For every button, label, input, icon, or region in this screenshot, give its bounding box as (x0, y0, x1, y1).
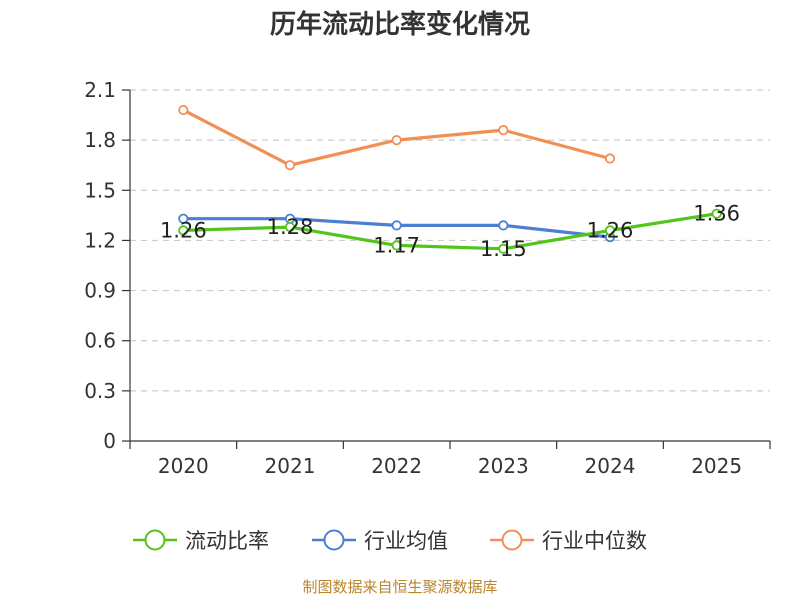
series-1-point-0 (178, 213, 189, 224)
y-tick-label-7: 2.1 (84, 78, 116, 102)
series-2-point-0 (178, 104, 189, 116)
legend-item-2[interactable]: 行业中位数 (490, 529, 647, 553)
series-2-point-2 (391, 135, 402, 146)
legend-marker-0 (144, 529, 166, 551)
y-tick-label-5: 1.5 (84, 178, 116, 202)
series-0-point-0 (178, 225, 189, 236)
source-note: 制图数据来自恒生聚源数据库 (302, 578, 497, 596)
data-label-3: 1.15 (480, 237, 527, 261)
series-lines (178, 104, 722, 254)
data-label-5: 1.36 (693, 202, 740, 226)
data-label-2: 1.17 (373, 233, 420, 257)
x-tick-label-0: 2020 (158, 454, 209, 478)
series-0-point-3 (498, 243, 509, 254)
legend-label-0: 流动比率 (185, 529, 269, 553)
series-2-point-4 (604, 153, 616, 164)
x-tick-label-2: 2022 (371, 454, 422, 478)
legend-marker-2 (501, 529, 523, 551)
y-tick-label-4: 1.2 (84, 228, 116, 252)
data-label-1: 1.28 (267, 215, 314, 239)
x-tick-label-1: 2021 (265, 454, 316, 478)
series-line-0 (181, 212, 719, 251)
chart-title: 历年流动比率变化情况 (270, 9, 530, 40)
grid-lines (130, 89, 770, 392)
axes: 0 0.3 0.6 0.9 1.2 1.5 1.8 2.1 2020 2021 2022 2023 20… (84, 78, 771, 478)
series-0-point-4 (604, 225, 616, 236)
data-label-4: 1.26 (587, 218, 634, 242)
data-label-0: 1.26 (160, 218, 207, 242)
y-tick-label-2: 0.6 (84, 329, 116, 353)
legend-item-1[interactable]: 行业均值 (312, 529, 448, 553)
legend-label-1: 行业均值 (364, 529, 448, 553)
y-tick-label-0: 0 (103, 429, 116, 453)
series-0-point-5 (711, 208, 722, 219)
series-2-point-1 (284, 160, 296, 171)
y-tick-label-1: 0.3 (84, 379, 116, 403)
series-0-point-2 (391, 240, 402, 251)
x-tick-label-3: 2023 (478, 454, 529, 478)
data-labels: 1.26 1.28 1.17 1.15 1.26 1.36 (160, 202, 740, 261)
legend[interactable]: 流动比率 行业均值 行业中位数 (133, 529, 647, 553)
legend-item-0[interactable]: 流动比率 (133, 529, 269, 553)
series-2-point-3 (498, 125, 509, 136)
x-tick-label-5: 2025 (691, 454, 742, 478)
legend-marker-1 (323, 529, 345, 551)
y-tick-label-6: 1.8 (84, 128, 116, 152)
series-1-point-3 (498, 220, 509, 231)
series-0-point-1 (284, 221, 296, 233)
x-tick-label-4: 2024 (585, 454, 636, 478)
y-tick-label-3: 0.9 (84, 279, 116, 303)
legend-label-2: 行业中位数 (542, 529, 647, 553)
series-1-point-2 (391, 220, 402, 231)
